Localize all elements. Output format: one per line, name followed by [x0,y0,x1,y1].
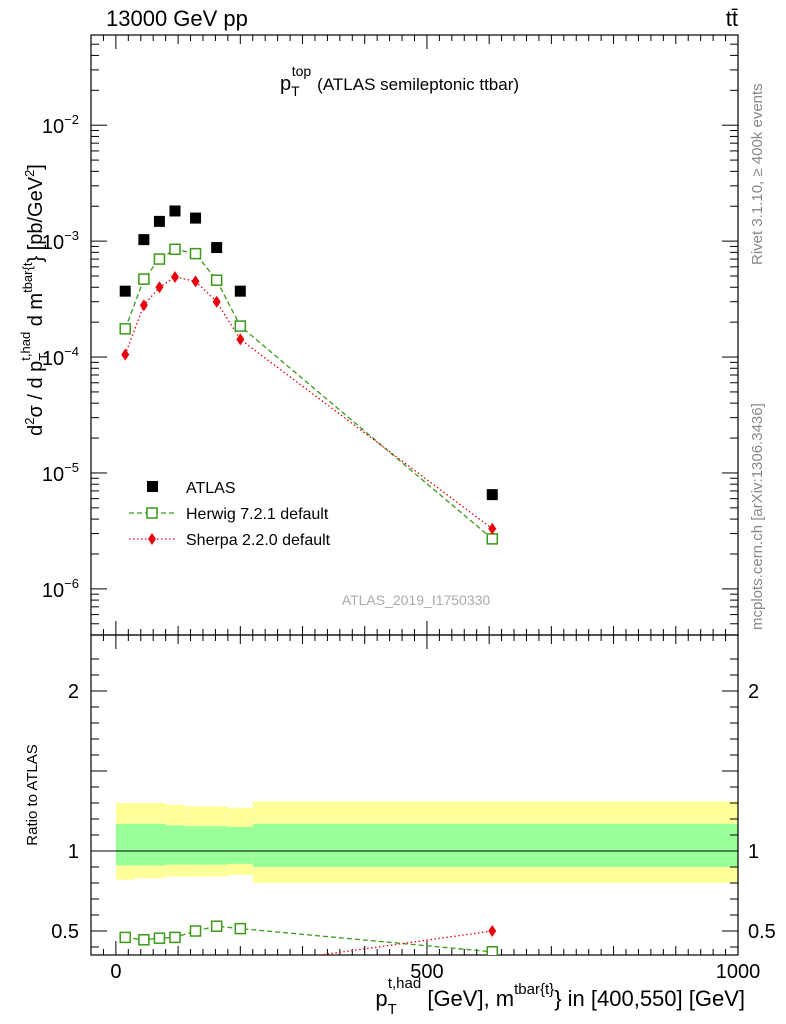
ratio-point-s0-5 [210,920,223,932]
legend-sherpa-label: Sherpa 2.2.0 default [186,532,331,549]
ratio-point-s0-4 [189,925,202,937]
title-p: p [280,73,291,95]
main-point-s2-4 [191,275,200,288]
main-point-s1-1 [138,273,150,285]
uncertainty-band-stat-4 [206,826,228,865]
x-tick-label: 500 [410,961,443,983]
mcplots-label: mcplots.cern.ch [arXiv:1306.3436] [749,403,766,630]
main-point-s1-3 [169,243,181,256]
legend-sherpa-marker [148,533,156,545]
ratio-series-line-1 [315,930,493,955]
x-tick-label: 0 [110,961,121,983]
main-point-s0-5 [211,242,223,254]
main-y-tick-label: 10−3 [42,228,79,254]
uncertainty-band-stat-1 [134,823,166,866]
ratio-y-tick-label: 2 [68,681,79,703]
main-point-s0-3 [169,205,181,217]
x-tick-label: 1000 [716,961,761,983]
uncertainty-band-stat-6 [252,823,738,867]
main-y-tick-label: 10−6 [42,576,79,602]
main-point-s0-6 [234,285,246,297]
legend-herwig-marker [146,507,158,519]
ratio-y-tick-label-right: 2 [748,681,759,703]
main-title: pTtop (ATLAS semileptonic ttbar) [280,63,519,99]
ratio-point-s0-0 [119,931,131,944]
ratio-point-s0-2 [153,932,166,944]
ratio-point-s0-3 [169,931,181,944]
ratio-series [119,920,499,955]
uncertainty-band-stat-2 [165,825,185,865]
main-point-s2-2 [155,281,164,294]
main-y-tick-label: 10−2 [42,112,79,138]
ratio-point-s0-1 [138,934,150,946]
main-point-s0-4 [190,212,202,224]
main-y-tick-label: 10−5 [42,460,79,486]
main-series-line-1 [124,248,493,540]
ratio-point-s1-0 [488,925,497,937]
main-y-tick-label: 10−4 [42,344,79,370]
main-point-s2-5 [212,295,221,308]
ratio-point-s0-6 [234,922,247,935]
main-point-s1-7 [486,533,499,545]
ratio-y-label: Ratio to ATLAS [24,744,41,845]
main-y-label: d2σ / d pTt,had d mtbar{t} [pb/GeV2] [18,164,51,436]
ratio-point-s0-7 [486,946,499,955]
main-series [119,205,499,545]
legend: ATLAS Herwig 7.2.1 default Sherpa 2.2.0 … [129,480,331,549]
main-point-s2-0 [121,348,130,361]
main-point-s2-1 [139,299,148,312]
uncertainty-band-stat-3 [184,826,207,865]
main-point-s0-0 [119,285,131,297]
title-rest: (ATLAS semileptonic ttbar) [317,75,519,94]
ratio-y-tick-label: 0.5 [51,921,79,943]
ratio-y-tick-label-right: 0.5 [748,921,776,943]
chart-marks: 0 500 1000 10−6 10−5 10−4 10−3 10−2 0.5 0.5 1 1 2 2 [42,34,776,983]
header-left: 13000 GeV pp [106,6,248,31]
main-point-s1-0 [119,323,131,335]
ratio-bands [115,801,738,883]
main-point-s1-6 [234,320,247,332]
main-point-s0-7 [486,489,498,501]
legend-atlas-label: ATLAS [186,480,236,497]
main-point-s1-4 [189,247,202,260]
uncertainty-band-stat-0 [115,823,135,866]
main-point-s0-1 [138,234,150,246]
main-point-s2-6 [236,333,245,346]
ratio-frame [90,634,739,956]
main-point-s1-5 [210,274,223,286]
main-point-s0-2 [153,215,165,227]
ratio-y-tick-label: 1 [68,841,79,863]
main-series-line-2 [124,276,493,530]
title-sup: top [292,63,312,79]
x-axis-label: pTt,had [GeV], mtbar{t}} in [400,550] [G… [375,975,745,1018]
main-point-s1-2 [153,253,166,265]
title-sub: T [291,83,300,99]
header-right: tt̄ [726,6,738,31]
legend-atlas-marker [147,481,158,492]
uncertainty-band-stat-5 [227,827,253,864]
ratio-y-tick-label-right: 1 [748,841,759,863]
analysis-watermark: ATLAS_2019_I1750330 [342,592,491,608]
legend-herwig-label: Herwig 7.2.1 default [186,506,329,523]
main-point-s2-3 [170,271,179,284]
main-point-s2-7 [488,522,497,535]
rivet-label: Rivet 3.1.10, ≥ 400k events [749,83,766,265]
